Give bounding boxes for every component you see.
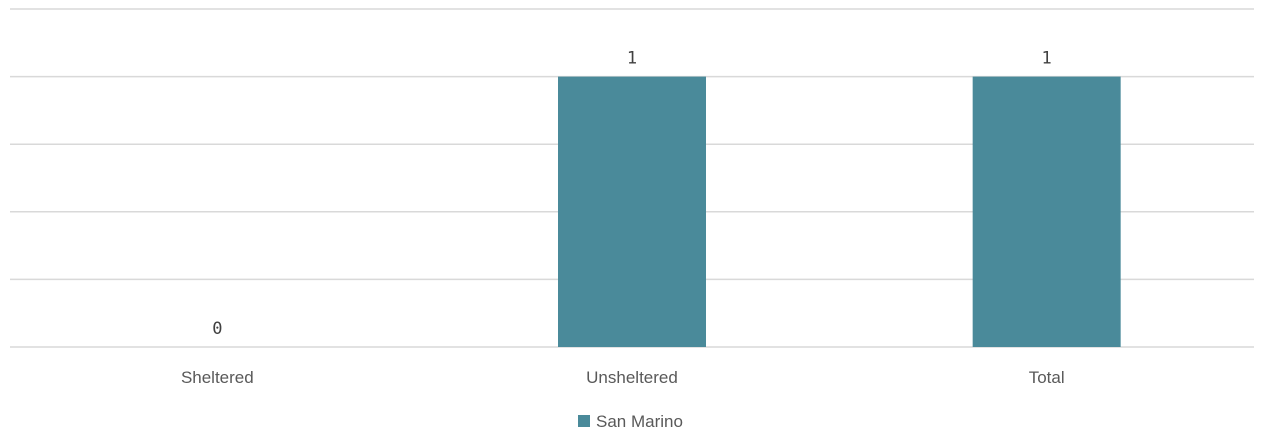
x-tick-label-unsheltered: Unsheltered: [586, 368, 678, 387]
bars: [558, 76, 1121, 347]
x-tick-label-total: Total: [1029, 368, 1065, 387]
data-label-total: 1: [1042, 49, 1052, 69]
legend: San Marino: [578, 412, 683, 431]
legend-swatch: [578, 415, 590, 427]
data-label-sheltered: 0: [212, 319, 222, 339]
x-axis-tick-labels: Sheltered Unsheltered Total: [181, 368, 1065, 387]
bar-unsheltered: [558, 76, 706, 347]
x-tick-label-sheltered: Sheltered: [181, 368, 254, 387]
bar-total: [972, 76, 1121, 347]
data-label-unsheltered: 1: [627, 49, 637, 69]
data-labels: 0 1 1: [212, 49, 1052, 339]
legend-label: San Marino: [596, 412, 683, 431]
